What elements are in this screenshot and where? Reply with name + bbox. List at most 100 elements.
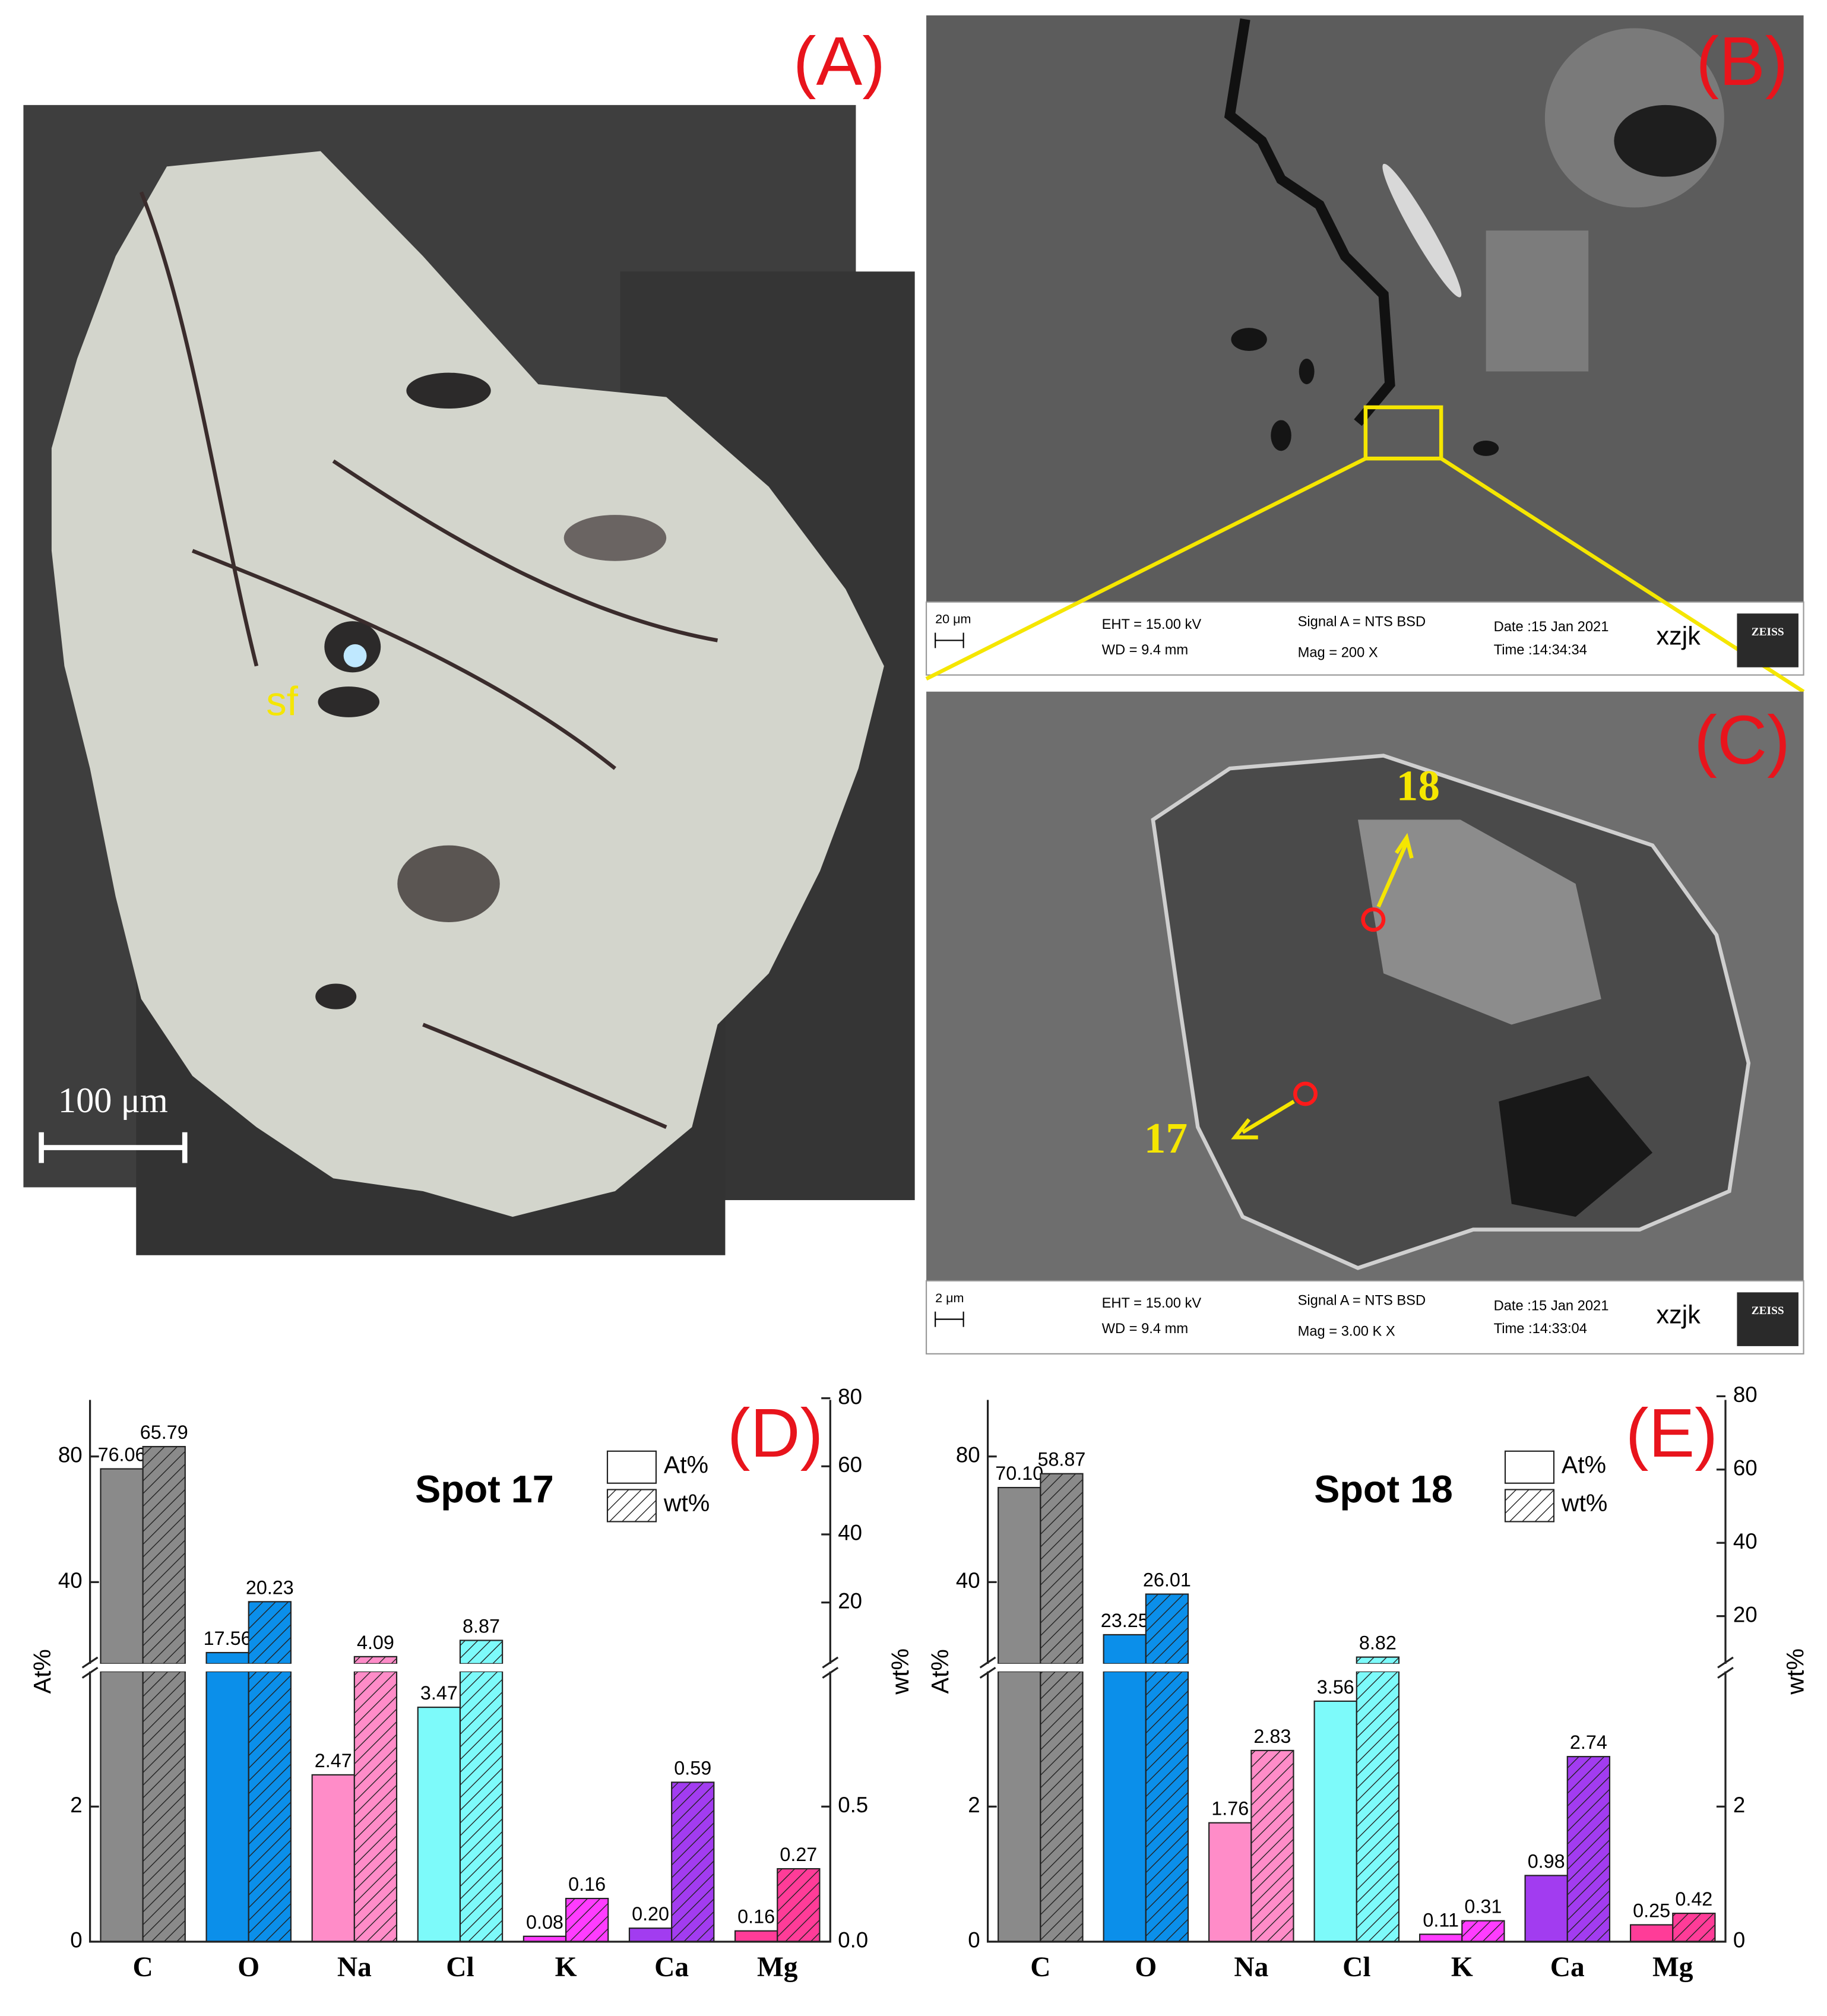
bar [1313,1700,1357,1942]
value-label: 0.16 [737,1906,775,1928]
y-axis-label: At% [29,1649,56,1694]
info-brand: ZEISS [1752,1305,1784,1317]
panel-label: (D) [727,1394,824,1471]
info-time: Time :14:33:04 [1494,1321,1587,1337]
value-label: 70.10 [995,1463,1043,1484]
tick-label: 2 [70,1793,82,1817]
panel-b: (B) [925,15,1804,676]
tick-label: 0 [1733,1928,1745,1952]
spot-label: 18 [1397,762,1440,810]
voids [1231,328,1499,456]
bar [1419,1933,1463,1942]
value-label: 0.31 [1464,1896,1502,1917]
bar [1629,1924,1674,1942]
bar-hatch [354,1671,397,1942]
tick-label: 0 [70,1928,82,1952]
pit-core [1614,105,1717,177]
x-tick-label: O [238,1952,259,1983]
bar-hatch [672,1782,714,1942]
x-tick-label: K [1451,1952,1473,1983]
value-label: 4.09 [357,1632,394,1653]
reflection [343,644,367,667]
bar [628,1928,673,1942]
tick-label: 20 [838,1588,862,1613]
tick-label: 2 [968,1793,980,1817]
info-bar [925,601,1804,676]
value-label: 0.42 [1675,1888,1712,1910]
bar-hatch [1567,1757,1610,1942]
bar [1524,1875,1568,1942]
info-eht: EHT = 15.00 kV [1102,617,1202,632]
tick-label: 60 [838,1452,862,1477]
x-tick-label: Ca [1550,1952,1585,1983]
value-label: 8.82 [1359,1632,1397,1654]
info-date: Date :15 Jan 2021 [1494,1298,1609,1314]
bar-hatch [1673,1913,1715,1942]
spot-arrows [1231,833,1414,1140]
info-wd: WD = 9.4 mm [1102,1321,1189,1337]
bar-hatch [1040,1473,1083,1664]
x-tick-label: Mg [757,1952,798,1983]
bar-hatch [1462,1920,1505,1942]
zoom-box [1363,405,1443,461]
info-brand: ZEISS [1752,626,1784,638]
value-label: 0.27 [780,1844,817,1865]
info-time: Time :14:34:34 [1494,643,1587,658]
x-tick-label: C [133,1952,153,1983]
bar-hatch [143,1447,185,1664]
value-label: 2.83 [1253,1726,1291,1747]
panel-a: sf 100 μm (A) [23,23,915,1255]
info-signal: Signal A = NTS BSD [1298,1293,1426,1309]
value-label: 0.11 [1423,1909,1459,1930]
x-tick-label: Mg [1652,1952,1693,1983]
bar [1103,1634,1147,1664]
value-label: 76.06 [98,1444,146,1466]
bar-hatch [566,1898,609,1942]
bar [100,1670,144,1942]
info-date: Date :15 Jan 2021 [1494,619,1609,635]
x-tick-label: Na [1234,1952,1268,1983]
value-label: 0.16 [568,1873,606,1895]
bar-hatch [1145,1671,1189,1942]
info-mag: Mag = 200 X [1298,645,1378,660]
value-label: 65.79 [140,1422,188,1443]
y2-axis-label: wt% [886,1648,914,1695]
value-label: 0.25 [1633,1900,1670,1921]
break-gap [980,1663,1733,1672]
logo [1737,613,1798,667]
legend-label: wt% [1561,1489,1607,1517]
axis-break [979,1656,996,1679]
tick-label: 80 [58,1442,83,1467]
bar-hatch [1145,1594,1189,1664]
tick-label: 80 [838,1384,862,1409]
value-label: 3.56 [1317,1676,1354,1698]
scale-label: 2 μm [935,1290,964,1305]
legend-swatch [1504,1489,1555,1523]
value-label: 58.87 [1037,1449,1085,1470]
cracks [139,191,718,1129]
bar-hatch [460,1640,503,1664]
bar-hatch [143,1671,185,1942]
value-label: 1.76 [1211,1798,1249,1819]
bar [1103,1670,1147,1942]
legend-label: wt% [663,1489,710,1517]
value-label: 0.08 [526,1911,563,1933]
scale-label: 20 μm [935,612,971,626]
bar-hatch [248,1602,291,1664]
axis-break [1717,1656,1734,1679]
spot-label: 17 [1144,1114,1188,1162]
logo [1737,1292,1798,1346]
bar [205,1670,249,1942]
bar-hatch [1040,1671,1083,1942]
x-tick-label: Cl [446,1952,474,1983]
value-label: 17.56 [204,1628,252,1649]
x-tick-label: C [1030,1952,1050,1983]
x-tick-label: Na [337,1952,372,1983]
bar [205,1651,249,1664]
scale-bar [935,632,964,648]
x-tick-label: Ca [654,1952,689,1983]
bar-hatch [460,1671,503,1942]
crack [1224,18,1395,426]
